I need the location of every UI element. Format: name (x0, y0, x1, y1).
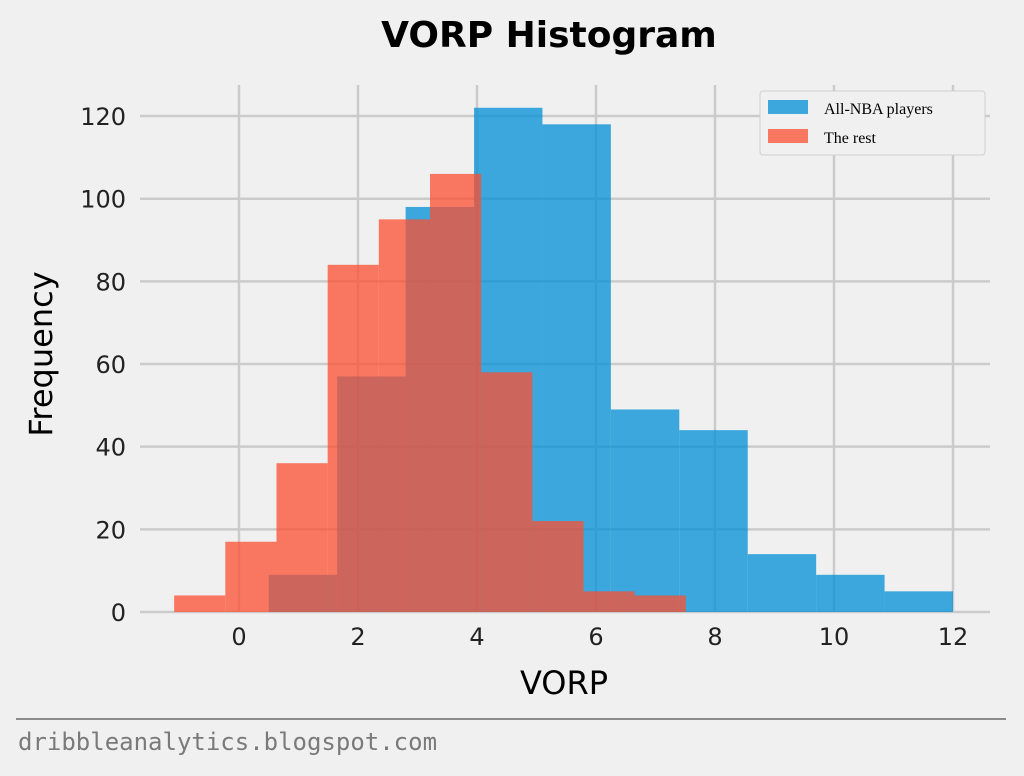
series-the-rest (174, 173, 686, 613)
x-axis-label: VORP (520, 664, 608, 702)
legend: All-NBA players The rest (759, 90, 986, 156)
y-tick-label: 20 (95, 516, 126, 544)
histogram-bar (429, 173, 482, 613)
histogram-bar (378, 219, 430, 613)
legend-label-all-nba: All-NBA players (824, 101, 933, 118)
y-tick-label: 80 (95, 268, 126, 296)
histogram-bar (816, 574, 885, 612)
histogram-bar (610, 409, 680, 612)
y-tick-label: 120 (80, 103, 126, 131)
y-tick-label: 40 (95, 434, 126, 462)
legend-swatch-the-rest (768, 129, 808, 143)
histogram-bar (225, 541, 277, 612)
legend-label-the-rest: The rest (824, 130, 877, 147)
x-tick-label: 0 (231, 623, 246, 651)
histogram-bar (634, 595, 686, 612)
y-tick-label: 0 (111, 599, 126, 627)
x-tick-label: 10 (819, 623, 850, 651)
x-tick-label: 6 (588, 623, 603, 651)
x-tick-label: 4 (469, 623, 484, 651)
y-axis-label: Frequency (22, 271, 60, 436)
histogram-bar (747, 554, 817, 612)
x-tick-label: 12 (938, 623, 969, 651)
histogram-bar (679, 430, 748, 612)
y-tick-label: 100 (80, 186, 126, 214)
histogram-bar (884, 591, 953, 612)
legend-swatch-all-nba (768, 100, 808, 114)
chart-title: VORP Histogram (381, 15, 717, 56)
footer-credit: dribbleanalytics.blogspot.com (18, 728, 438, 756)
histogram-bar (532, 521, 584, 612)
histogram-bar (174, 595, 226, 612)
footer-divider (16, 718, 1006, 720)
x-tick-label: 8 (707, 623, 722, 651)
histogram-bar (583, 591, 635, 612)
histogram-bar (481, 372, 533, 612)
histogram-bar (327, 264, 379, 612)
y-tick-label: 60 (95, 351, 126, 379)
histogram-bar (276, 463, 328, 612)
x-tick-label: 2 (350, 623, 365, 651)
